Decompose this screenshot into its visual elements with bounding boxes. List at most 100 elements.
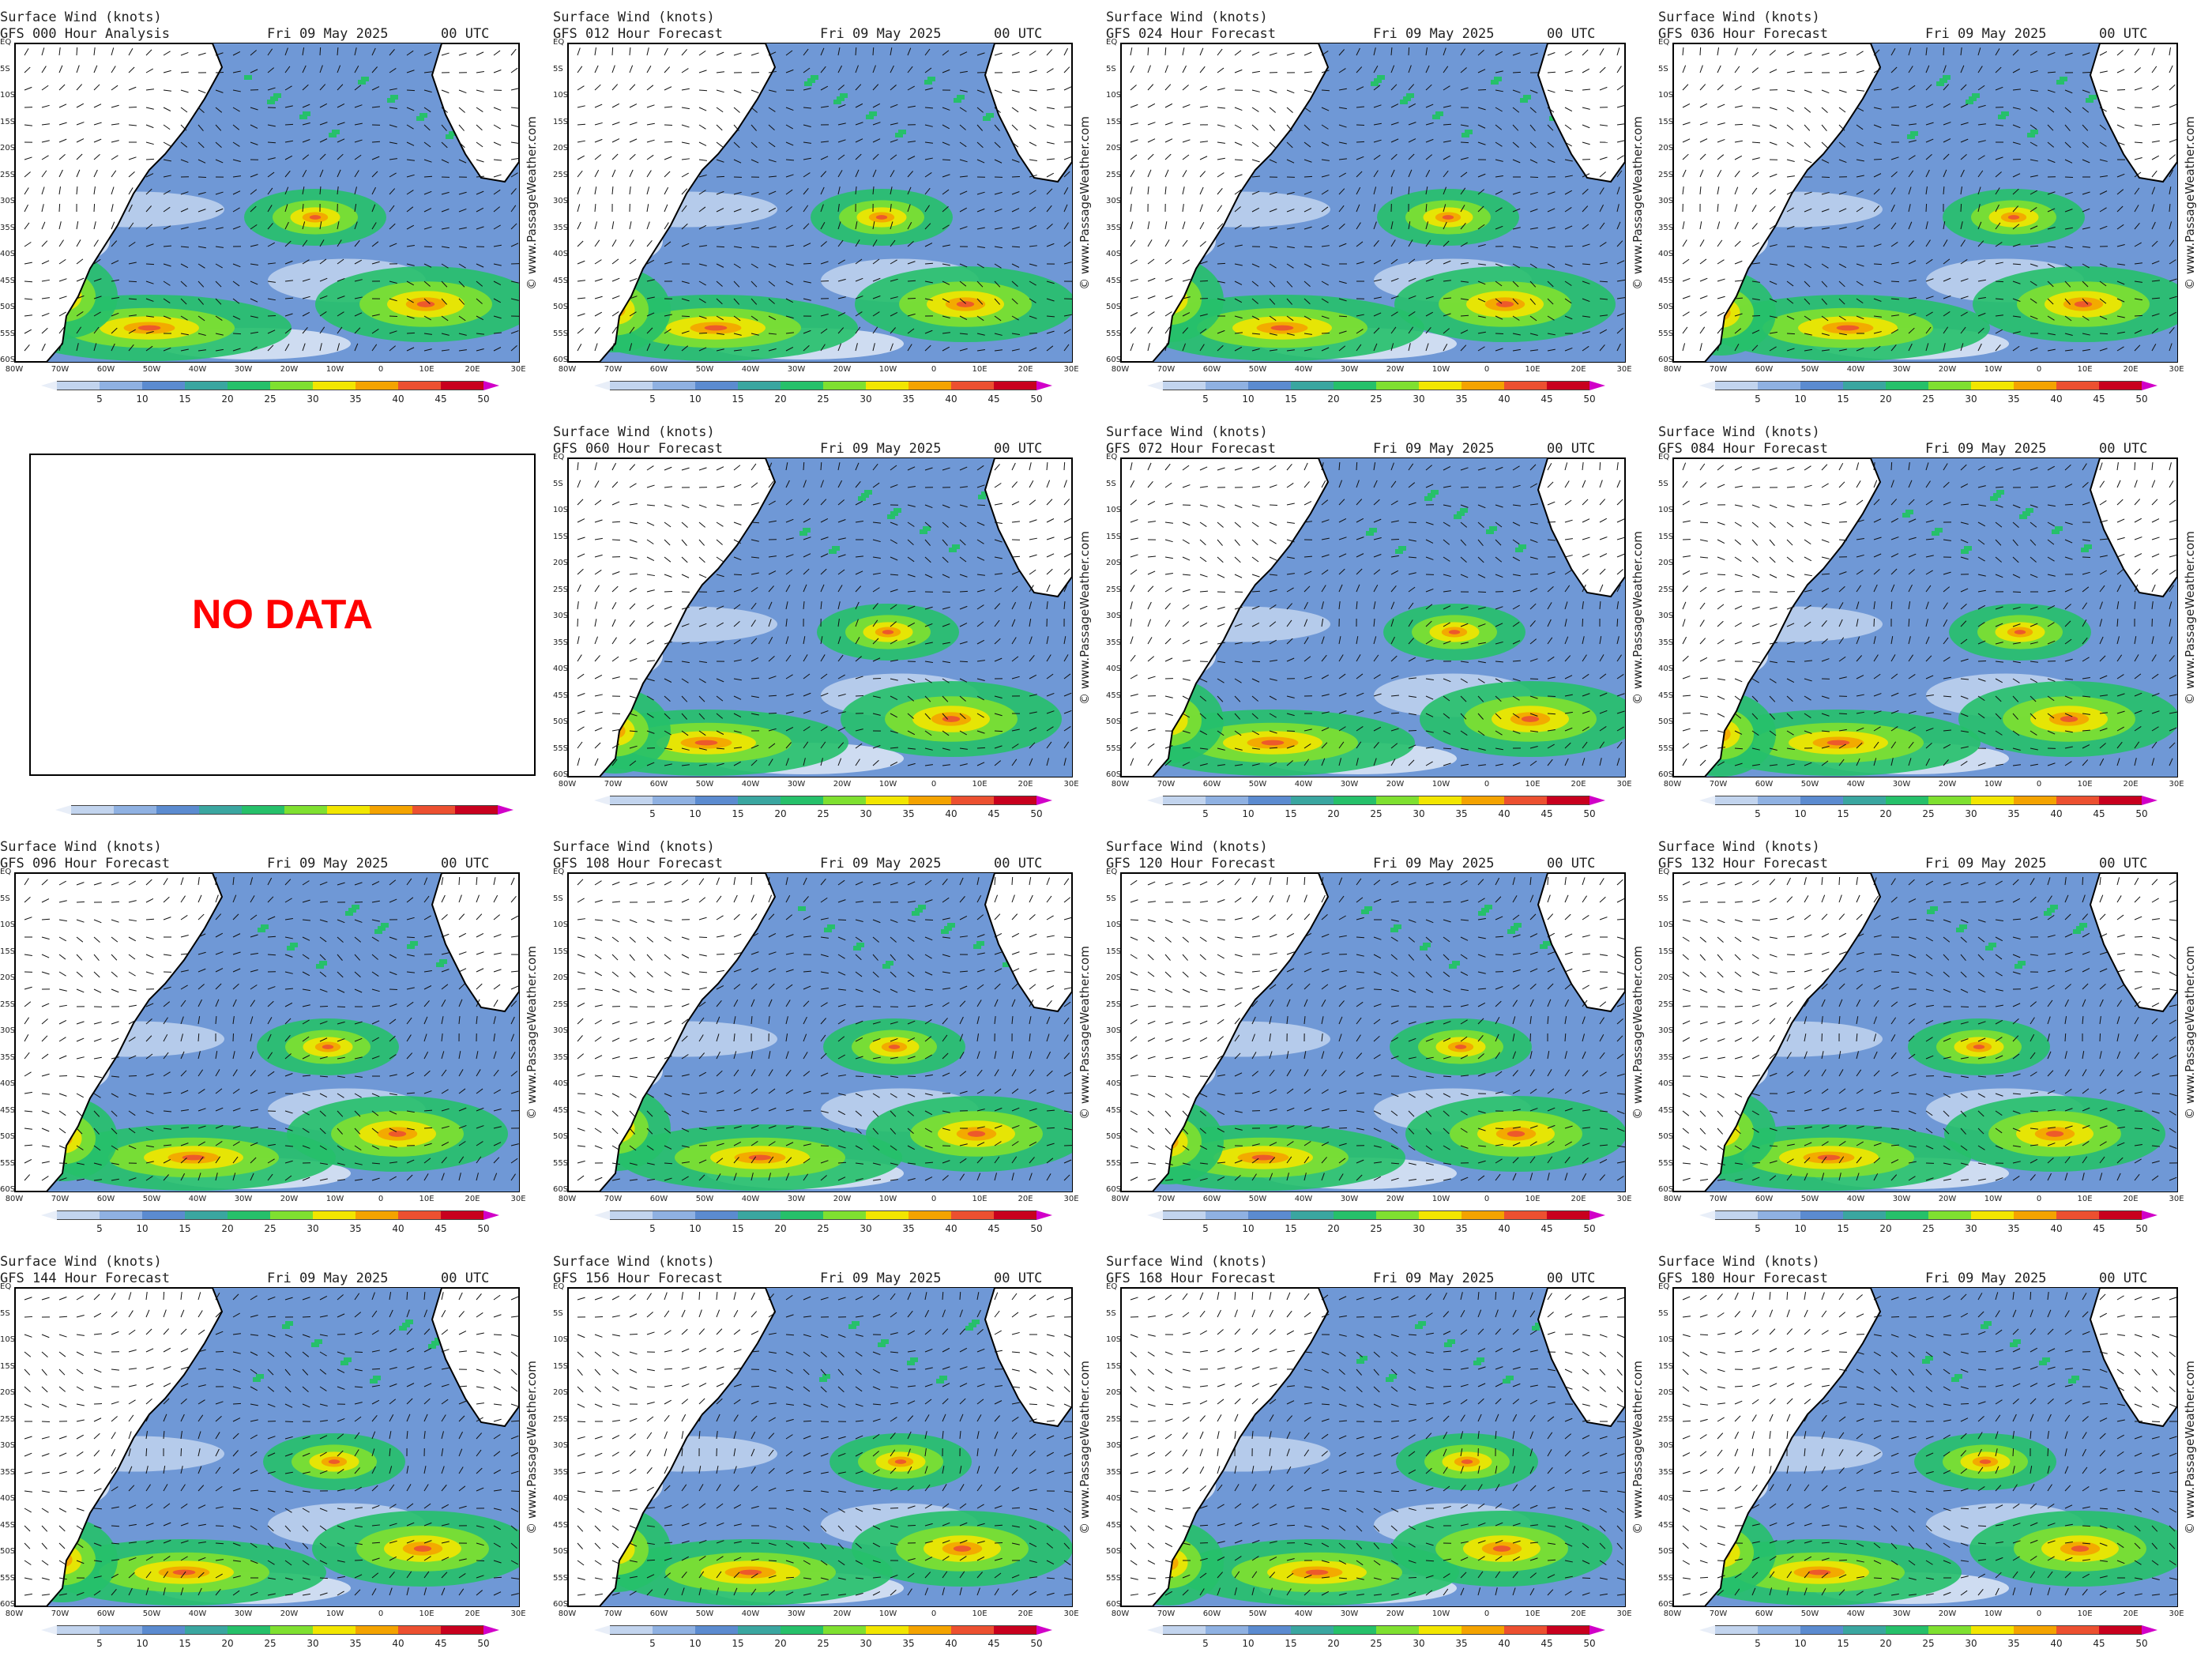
colorbar-segment [2099,1210,2142,1220]
colorbar-segment [610,796,653,805]
colorbar-segment [1419,796,1462,805]
longitude-label: 70W [51,1195,70,1203]
colorbar-max-arrow [1036,381,1052,390]
colorbar-tick-label: 10 [1794,1223,1806,1234]
colorbar-tick-label: 50 [1030,1223,1042,1234]
colorbar-tick-label: 15 [732,1638,743,1649]
colorbar-segment [1376,1210,1419,1220]
colorbar-tick-label: 30 [1965,393,1977,405]
latitude-label: 20S [553,559,568,567]
longitude-label: 20W [280,365,299,374]
longitude-label: 80W [1664,365,1682,374]
colorbar-segment [951,381,994,390]
colorbar-min-arrow [1147,1625,1163,1635]
colorbar-tick-label: 5 [96,1223,103,1234]
colorbar-tick-label: 5 [96,393,103,405]
panel-utc: 00 UTC [2099,856,2147,872]
colorbar-segment [610,381,653,390]
colorbar-segment [1715,1210,1758,1220]
colorbar-segment [1886,1625,1928,1635]
latitude-label: 15S [553,1362,568,1371]
longitude-label: 30W [235,1195,253,1203]
latitude-label: EQ [1106,1282,1117,1291]
latitude-label: 60S [1658,356,1673,364]
credit-text: © www.PassageWeather.com [1630,902,1646,1163]
panel-variable: Surface Wind (knots) [1658,1254,2203,1270]
colorbar-segment [1715,381,1758,390]
wind-map [15,43,519,362]
colorbar-tick-label: 25 [1370,393,1382,405]
colorbar-segment [1291,381,1334,390]
colorbar-tick-label: 35 [349,393,361,405]
forecast-panel: Surface Wind (knots)GFS 084 Hour Forecas… [1658,424,2203,834]
longitude-label: 50W [143,1195,161,1203]
latitude-label: 40S [1106,1079,1121,1088]
longitude-label: 50W [143,365,161,374]
longitude-label: 80W [6,1609,24,1618]
colorbar-tick-label: 30 [860,808,871,819]
colorbar-segment [1462,1625,1504,1635]
longitude-label: 0 [378,1195,383,1203]
longitude-label: 70W [604,1609,623,1618]
colorbar-tick-label: 40 [392,393,404,405]
latitude-label: 5S [1106,1309,1116,1318]
colorbar-tick-label: 45 [2093,808,2105,819]
longitude-label: 40W [1295,1195,1313,1203]
colorbar-max-arrow [1589,796,1605,805]
colorbar-segment [1843,796,1886,805]
colorbar-tick-label: 45 [434,393,446,405]
colorbar-tick-label: 25 [1922,1638,1934,1649]
longitude-label: 80W [1112,780,1130,789]
longitude-label: 0 [931,1195,936,1203]
credit-text: © www.PassageWeather.com [524,73,540,333]
map-frame [567,1287,1073,1607]
colorbar-segment [441,1625,483,1635]
longitude-label: 40W [1847,365,1865,374]
panel-header: Surface Wind (knots)GFS 024 Hour Forecas… [1106,9,1651,25]
colorbar-tick-label: 15 [1837,1223,1849,1234]
latitude-label: 10S [553,920,568,929]
credit-text: © www.PassageWeather.com [1077,488,1093,748]
longitude-label: 50W [696,780,714,789]
longitude-label: 60W [1203,365,1221,374]
latitude-label: 20S [1106,559,1121,567]
colorbar-tick-label: 15 [1285,1638,1296,1649]
latitude-label: 30S [0,1026,15,1035]
longitude-label: 40W [1295,780,1313,789]
colorbar-segment [951,1210,994,1220]
latitude-label: 5S [1106,480,1116,488]
forecast-panel: Surface Wind (knots)GFS 036 Hour Forecas… [1658,9,2203,420]
map-frame [1672,872,2178,1192]
colorbar-tick-label: 20 [1879,1223,1891,1234]
wind-speed-colorbar [41,1625,499,1635]
colorbar-max-arrow [1036,1625,1052,1635]
map-frame [1120,457,1626,777]
colorbar-tick-label: 45 [434,1223,446,1234]
map-frame [14,43,520,363]
colorbar-tick-label: 40 [2050,1638,2062,1649]
longitude-label: 20E [2123,365,2138,374]
colorbar-segment [228,1625,270,1635]
colorbar-segment [2014,796,2056,805]
longitude-label: 20W [833,780,852,789]
longitude-label: 20E [1571,365,1586,374]
latitude-label: 35S [1106,1468,1121,1477]
longitude-label: 60W [650,1609,668,1618]
colorbar-tick-label: 25 [1922,1223,1934,1234]
wind-map [15,873,519,1192]
latitude-label: 50S [553,717,568,726]
colorbar-segment [100,381,142,390]
latitude-label: EQ [1106,868,1117,876]
panel-variable: Surface Wind (knots) [1106,424,1651,440]
map-frame [1120,1287,1626,1607]
wind-speed-colorbar [1699,1625,2157,1635]
colorbar-tick-label: 25 [264,393,276,405]
colorbar-segment [1206,1210,1248,1220]
colorbar-tick-label: 30 [1413,1638,1424,1649]
colorbar-segment [1462,796,1504,805]
credit-text: © www.PassageWeather.com [2182,73,2198,333]
panel-utc: 00 UTC [1547,26,1595,42]
colorbar-tick-label: 10 [689,1223,701,1234]
longitude-label: 20E [465,1609,480,1618]
